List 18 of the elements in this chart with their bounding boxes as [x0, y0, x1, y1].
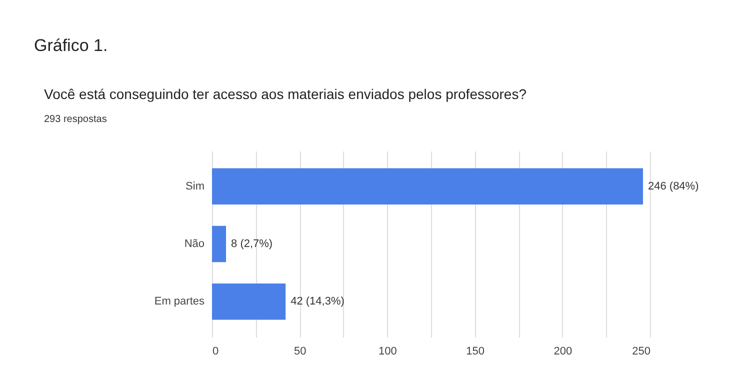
x-tick-label: 250: [632, 346, 650, 358]
bar: [212, 283, 286, 320]
y-tick-label: Sim: [186, 180, 204, 192]
data-label: 246 (84%): [648, 180, 699, 192]
y-tick-label: Em partes: [154, 296, 205, 308]
x-tick-label: 100: [378, 346, 397, 358]
chart-subtitle: Você está conseguindo ter acesso aos materiais enviados pelos professores?: [44, 86, 527, 102]
bar: [212, 168, 643, 205]
x-tick-label: 0: [212, 346, 219, 358]
data-label: 42 (14,3%): [290, 296, 344, 308]
data-label: 8 (2,7%): [231, 238, 273, 250]
x-tick-label: 150: [466, 346, 484, 358]
text: Gráfico 1.: [34, 36, 108, 56]
y-tick-label: Não: [184, 238, 204, 250]
text: 293 respostas: [44, 114, 107, 125]
bar: [212, 226, 226, 262]
x-tick-label: 50: [294, 346, 306, 358]
x-tick-label: 200: [554, 346, 572, 358]
